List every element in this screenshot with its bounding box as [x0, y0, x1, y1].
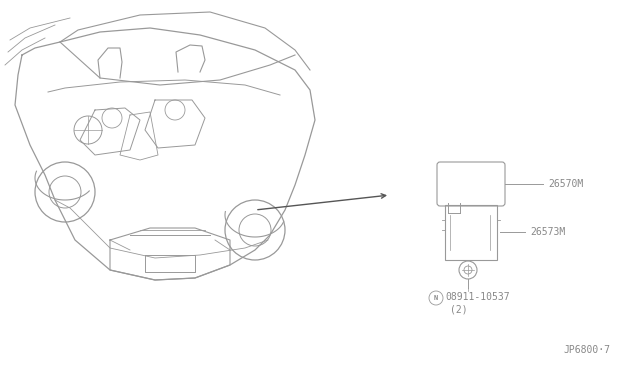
Text: 26573M: 26573M — [530, 227, 565, 237]
Text: 26570M: 26570M — [548, 179, 583, 189]
Text: 08911-10537: 08911-10537 — [445, 292, 509, 302]
Bar — [445, 205, 497, 260]
Text: N: N — [434, 295, 438, 301]
Text: (2): (2) — [450, 304, 468, 314]
Text: JP6800·7: JP6800·7 — [563, 345, 610, 355]
